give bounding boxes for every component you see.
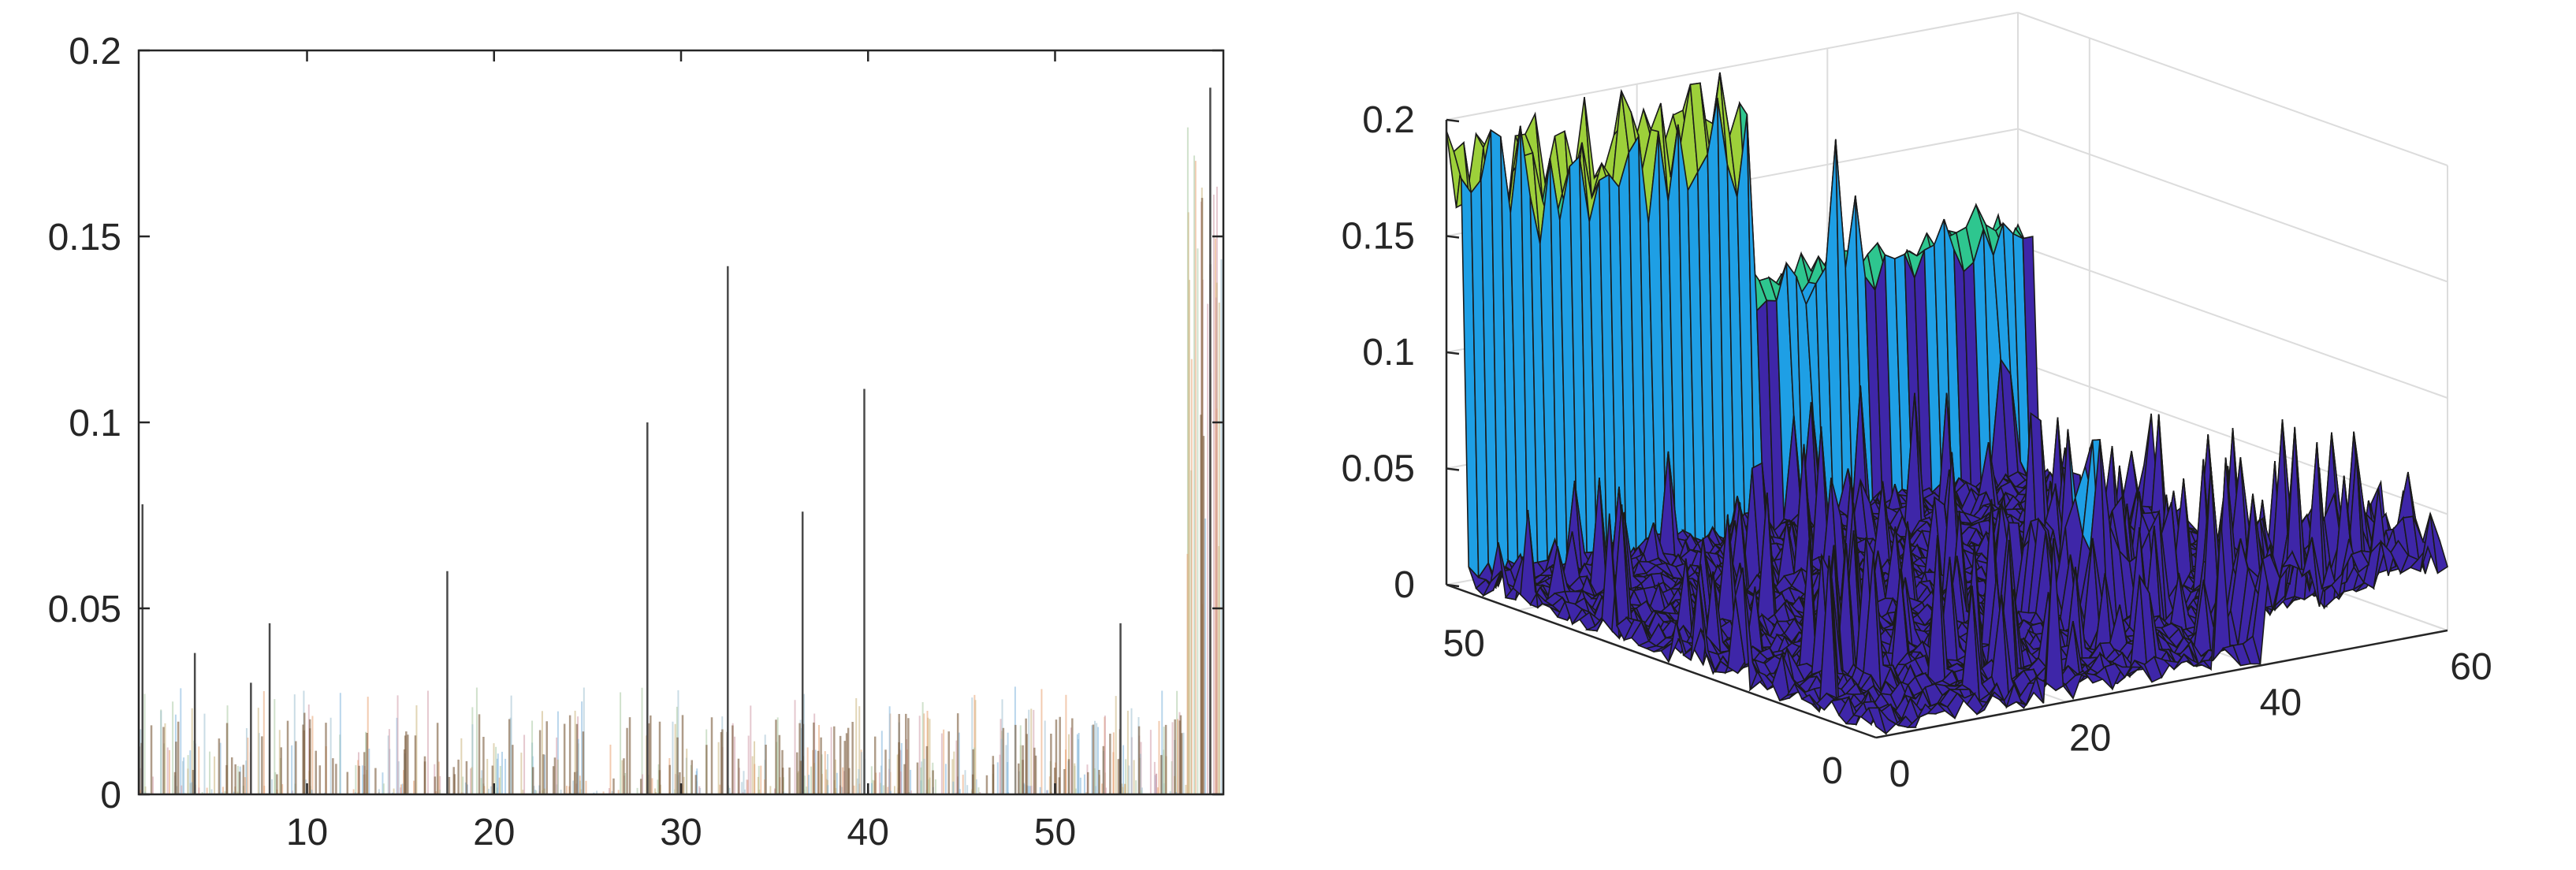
y-tick-label: 50 bbox=[1442, 623, 1484, 664]
x-tick-label: 50 bbox=[1034, 812, 1076, 853]
surface-cell bbox=[2429, 513, 2448, 574]
axis-line bbox=[1446, 583, 1877, 739]
grid-line bbox=[2017, 244, 2448, 399]
z-tick-mark bbox=[1446, 467, 1460, 471]
grid-line bbox=[2017, 128, 2448, 283]
x-tick-label: 40 bbox=[2260, 682, 2302, 723]
y-tick-label: 0.15 bbox=[48, 217, 121, 258]
axis-line bbox=[1875, 629, 2448, 739]
y-tick-label: 0 bbox=[100, 775, 121, 816]
z-tick-label: 0.05 bbox=[1342, 448, 1415, 490]
x-tick-label: 10 bbox=[286, 812, 328, 853]
surface-ticks: 0 0.05 0.1 0.15 0.2 0 20 40 60 0 50 bbox=[1342, 99, 2492, 795]
y-tick-label: 0.2 bbox=[69, 31, 121, 72]
y-tick-label: 0.05 bbox=[48, 589, 121, 630]
bar-ticks: 0 0.05 0.1 0.15 0.2 10 20 30 40 50 bbox=[48, 31, 1223, 853]
z-tick-label: 0 bbox=[1394, 564, 1415, 606]
z-tick-label: 0.2 bbox=[1362, 99, 1415, 141]
surface-mesh bbox=[1446, 72, 2448, 736]
bar-chart: 0 0.05 0.1 0.15 0.2 10 20 30 40 50 bbox=[48, 31, 1225, 853]
z-tick-mark bbox=[1446, 235, 1460, 239]
x-tick-label: 40 bbox=[847, 812, 889, 853]
z-tick-mark bbox=[1446, 118, 1460, 123]
surface-chart: 0 0.05 0.1 0.15 0.2 0 20 40 60 0 50 bbox=[1342, 12, 2492, 795]
z-tick-label: 0.1 bbox=[1362, 332, 1415, 374]
grid-line bbox=[2017, 12, 2448, 166]
grid-line bbox=[1446, 12, 2019, 121]
x-tick-label: 0 bbox=[1889, 753, 1911, 795]
z-tick-mark bbox=[1446, 583, 1460, 588]
z-tick-mark bbox=[1446, 351, 1460, 355]
x-tick-label: 20 bbox=[2069, 718, 2111, 760]
x-tick-label: 60 bbox=[2450, 646, 2492, 688]
y-tick-label: 0.1 bbox=[69, 403, 121, 444]
z-tick-label: 0.15 bbox=[1342, 216, 1415, 258]
y-tick-label: 0 bbox=[1822, 750, 1843, 792]
bar-marks bbox=[138, 87, 1224, 794]
x-tick-label: 20 bbox=[473, 812, 515, 853]
x-tick-label: 30 bbox=[660, 812, 702, 853]
